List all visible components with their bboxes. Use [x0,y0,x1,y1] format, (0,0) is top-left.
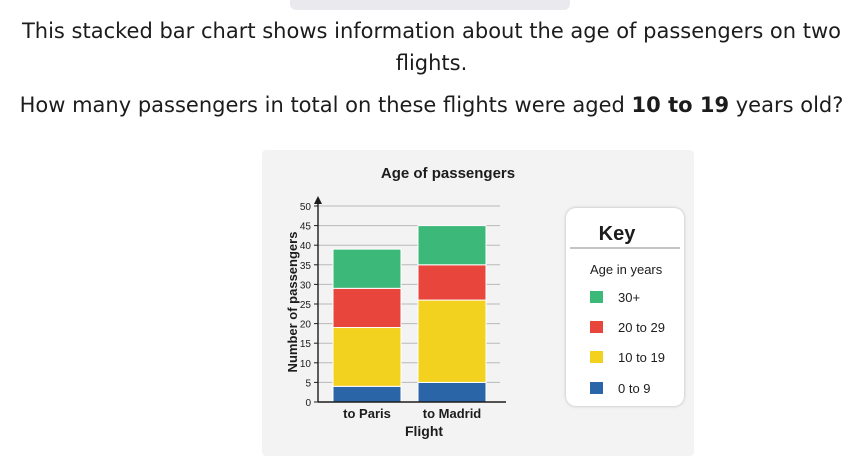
legend-swatch [590,382,603,394]
question-line-3-start: How many passengers in total on these fl… [19,93,632,117]
y-tick-label: 45 [300,222,312,233]
y-tick-label: 30 [300,280,312,291]
top-strip [290,0,570,10]
bar-segment [417,299,487,383]
bar-segment [332,248,402,289]
y-axis-label: Number of passengers [285,232,300,373]
legend-item: 0 to 9 [618,381,651,396]
question-line-2: flights. [395,51,468,75]
key-box [566,208,684,406]
question-line-3-end: years old? [729,93,844,117]
x-tick-label: to Paris [343,406,391,421]
y-tick-label: 15 [300,339,312,350]
legend-item: 30+ [618,290,640,305]
y-tick-label: 5 [305,378,311,389]
y-tick-label: 40 [300,241,312,252]
key-title: Key [599,223,637,245]
question-line-1: This stacked bar chart shows information… [21,19,842,43]
y-tick-label: 10 [300,359,312,370]
legend-item: 10 to 19 [618,350,665,365]
bar-segment [332,385,402,403]
legend-swatch [590,291,603,303]
bar-segment [332,287,402,329]
x-tick-label: to Madrid [423,406,482,421]
x-axis-label: Flight [405,423,443,439]
bar-segment [417,264,487,301]
key-subtitle: Age in years [590,262,663,277]
bar-segment [417,381,487,403]
bar-segment [417,225,487,266]
y-axis-arrow [314,196,322,204]
y-tick-label: 35 [300,261,312,272]
bar-segment [332,327,402,387]
chart-title: Age of passengers [381,165,515,182]
y-tick-label: 20 [300,320,312,331]
legend-swatch [590,321,603,333]
legend-item: 20 to 29 [618,320,665,335]
y-tick-label: 0 [305,398,311,409]
y-tick-label: 25 [300,300,312,311]
question-highlight: 10 to 19 [631,93,730,117]
question-line-3: How many passengers in total on these fl… [0,91,863,119]
legend-swatch [590,351,603,363]
y-tick-label: 50 [300,202,312,213]
